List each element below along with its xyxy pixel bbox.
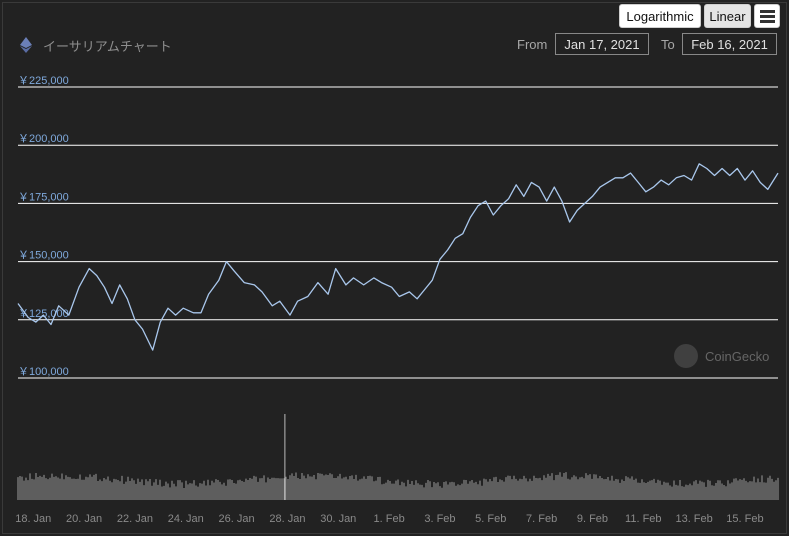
menu-bar [760,10,775,13]
coingecko-watermark: CoinGecko [674,344,769,368]
grid-lines [18,86,778,379]
to-label: To [661,37,675,52]
menu-bar [760,15,775,18]
x-tick-label: 28. Jan [269,513,305,525]
x-tick-label: 1. Feb [374,513,405,525]
coingecko-logo-icon [674,344,698,368]
linear-scale-button[interactable]: Linear [704,4,751,28]
x-tick-label: 7. Feb [526,513,557,525]
y-tick-label: ￥200,000 [18,133,69,145]
x-tick-label: 22. Jan [117,513,153,525]
hamburger-menu-icon[interactable] [754,4,780,28]
from-label: From [517,37,548,52]
from-date-input[interactable]: Jan 17, 2021 [555,33,649,55]
y-tick-label: ￥225,000 [18,75,69,87]
y-tick-label: ￥100,000 [18,366,69,378]
chart-header: イーサリアムチャート [20,36,172,54]
logarithmic-scale-button[interactable]: Logarithmic [619,4,701,28]
y-axis-labels: ￥100,000￥125,000￥150,000￥175,000￥200,000… [18,75,69,378]
x-axis-labels: 18. Jan 20. Jan 22. Jan 24. Jan 26. Jan 28. J… [15,513,763,525]
x-tick-label: 11. Feb [625,513,662,525]
x-tick-label: 20. Jan [66,513,102,525]
to-date-input[interactable]: Feb 16, 2021 [682,33,777,55]
x-tick-label: 15. Feb [726,513,763,525]
x-tick-label: 30. Jan [320,513,356,525]
price-line [17,163,779,351]
y-tick-label: ￥150,000 [18,250,69,262]
menu-bar [760,20,775,23]
y-tick-label: ￥175,000 [18,191,69,203]
x-tick-label: 26. Jan [219,513,255,525]
ethereum-icon [20,37,32,53]
x-tick-label: 9. Feb [577,513,608,525]
x-tick-label: 24. Jan [168,513,204,525]
x-tick-label: 5. Feb [475,513,506,525]
volume-bars [17,414,779,500]
x-tick-label: 13. Feb [675,513,712,525]
x-tick-label: 3. Feb [424,513,455,525]
x-tick-label: 18. Jan [15,513,51,525]
watermark-text: CoinGecko [705,349,769,364]
chart-title: イーサリアムチャート [43,38,172,54]
